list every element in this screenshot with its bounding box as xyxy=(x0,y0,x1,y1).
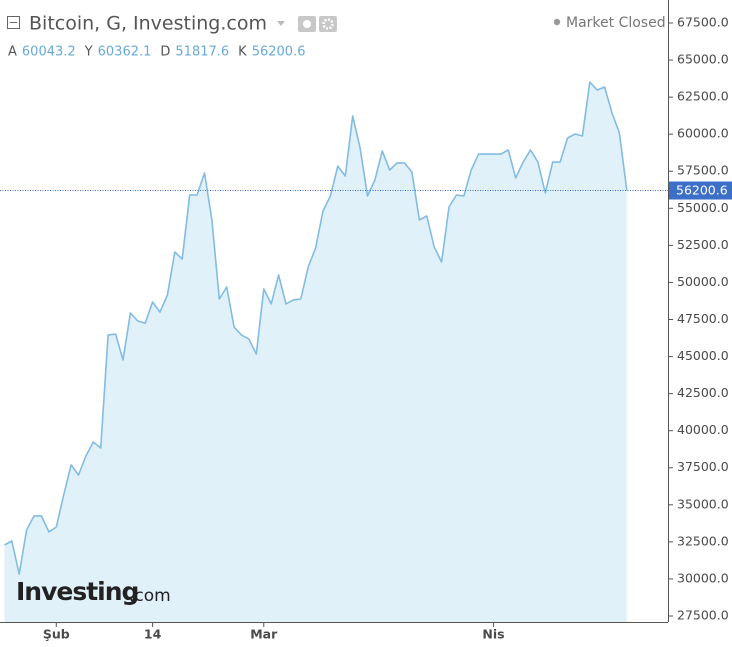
ohlc-label: A xyxy=(8,45,17,60)
ohlc-label: K xyxy=(238,45,247,60)
y-tick-label: 50000.0 xyxy=(677,274,729,289)
plot-area xyxy=(4,81,628,622)
y-tick-label: 55000.0 xyxy=(677,200,729,215)
chart-title: Bitcoin, G, Investing.com xyxy=(29,13,267,35)
y-tick-label: 57500.0 xyxy=(677,163,729,178)
x-tick-label: Nis xyxy=(482,627,504,642)
y-tick-label: 37500.0 xyxy=(677,459,729,474)
header: Bitcoin, G, Investing.com Market Closed … xyxy=(7,13,666,60)
y-tick-label: 35000.0 xyxy=(677,496,729,511)
settings-icon[interactable] xyxy=(319,16,337,32)
price-line xyxy=(4,81,628,575)
ohlc-label: Y xyxy=(84,45,93,60)
y-tick-label: 52500.0 xyxy=(677,237,729,252)
y-tick-label: 47500.0 xyxy=(677,311,729,326)
watermark-suffix: .com xyxy=(129,586,171,606)
y-tick-label: 30000.0 xyxy=(677,570,729,585)
y-tick-label: 40000.0 xyxy=(677,422,729,437)
y-tick-label: 62500.0 xyxy=(677,89,729,104)
ohlc-value: 51817.6 xyxy=(175,45,229,60)
ohlc-value: 60362.1 xyxy=(98,45,152,60)
watermark-brand: Investing xyxy=(16,577,138,606)
y-tick-label: 27500.0 xyxy=(677,607,729,622)
x-tick-label: Şub xyxy=(43,627,70,642)
status-dot xyxy=(553,18,561,26)
x-tick-label: 14 xyxy=(144,627,162,642)
last-price-label: 56200.6 xyxy=(676,183,728,198)
dropdown-arrow[interactable] xyxy=(277,21,285,26)
y-tick-label: 45000.0 xyxy=(677,348,729,363)
ohlc-value: 56200.6 xyxy=(252,45,306,60)
y-tick-label: 32500.0 xyxy=(677,533,729,548)
market-status: Market Closed xyxy=(566,15,666,31)
y-tick-label: 42500.0 xyxy=(677,385,729,400)
y-tick-label: 67500.0 xyxy=(677,14,729,29)
settings-gear xyxy=(322,18,334,30)
last-price-tag xyxy=(669,181,732,200)
eye-icon-pupil xyxy=(303,20,311,28)
ohlc-legend: A 60043.2 Y 60362.1 D 51817.6 K 56200.6 xyxy=(8,45,305,60)
ohlc-value: 60043.2 xyxy=(22,45,76,60)
y-tick-label: 65000.0 xyxy=(677,52,729,67)
y-tick-label: 60000.0 xyxy=(677,126,729,141)
area-fill xyxy=(4,82,627,622)
watermark: Investing .com xyxy=(16,577,171,606)
x-tick-label: Mar xyxy=(250,627,278,642)
ohlc-label: D xyxy=(160,45,170,60)
